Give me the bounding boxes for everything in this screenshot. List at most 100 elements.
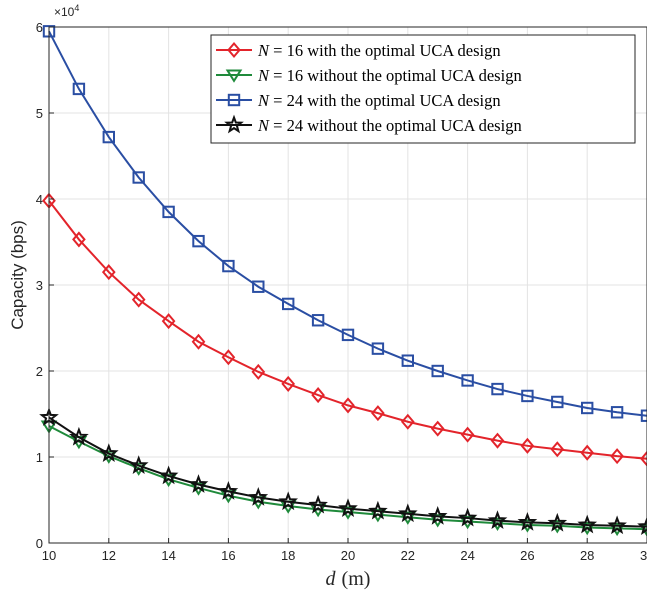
marker-star xyxy=(457,507,478,527)
legend-label-text: = 16 without the optimal UCA design xyxy=(269,66,522,85)
y-tick-label: 2 xyxy=(36,364,43,379)
marker-diamond xyxy=(281,375,296,392)
marker-diamond xyxy=(311,387,325,404)
marker-square xyxy=(341,328,355,342)
marker-square xyxy=(491,382,504,396)
marker-square xyxy=(521,389,534,403)
x-axis-label-var: d xyxy=(326,568,337,590)
legend-label-var: N xyxy=(257,66,270,85)
marker-diamond xyxy=(640,450,647,467)
y-exponent-label: ×104 xyxy=(54,3,79,19)
legend-label: N = 16 without the optimal UCA design xyxy=(257,66,522,85)
marker-diamond xyxy=(221,349,236,366)
x-tick-label: 20 xyxy=(341,548,355,563)
series-line xyxy=(48,200,647,460)
marker-diamond xyxy=(490,432,505,449)
x-tick-label: 18 xyxy=(281,548,295,563)
y-tick-label: 3 xyxy=(36,278,43,293)
marker-star xyxy=(547,512,568,532)
y-tick-label: 6 xyxy=(36,20,43,35)
marker-star xyxy=(308,494,328,514)
marker-square xyxy=(461,374,474,387)
marker-diamond xyxy=(520,437,535,454)
y-tick-label: 1 xyxy=(36,450,43,465)
marker-diamond xyxy=(341,397,355,414)
y-tick-label: 5 xyxy=(36,106,43,121)
series-line xyxy=(48,416,647,528)
x-axis-label-unit: (m) xyxy=(342,568,371,590)
marker-star xyxy=(224,114,244,134)
marker-star xyxy=(368,500,388,520)
legend-label: N = 24 without the optimal UCA design xyxy=(257,116,522,135)
marker-star xyxy=(218,481,239,500)
legend-label: N = 24 with the optimal UCA design xyxy=(257,91,501,110)
marker-diamond xyxy=(580,444,595,461)
x-tick-label: 24 xyxy=(460,548,474,563)
x-tick-label: 28 xyxy=(580,548,594,563)
marker-diamond xyxy=(400,413,415,430)
x-tick-label: 16 xyxy=(221,548,235,563)
marker-star xyxy=(637,516,647,536)
marker-star xyxy=(427,505,448,525)
marker-star xyxy=(128,455,149,474)
series-4 xyxy=(39,407,647,536)
marker-diamond xyxy=(131,291,146,308)
legend-item-3: N = 24 with the optimal UCA design xyxy=(216,91,501,110)
marker-star xyxy=(397,503,418,523)
marker-diamond xyxy=(610,448,624,465)
marker-square xyxy=(252,280,265,293)
marker-diamond xyxy=(430,420,445,437)
marker-square xyxy=(551,395,564,409)
marker-diamond xyxy=(227,41,241,59)
marker-triangle xyxy=(225,69,243,83)
marker-diamond xyxy=(251,363,266,380)
legend-item-4: N = 24 without the optimal UCA design xyxy=(216,114,522,135)
marker-star xyxy=(517,511,538,531)
marker-diamond xyxy=(460,426,475,443)
marker-square xyxy=(72,82,86,96)
y-exponent-power: 4 xyxy=(74,3,79,13)
marker-square xyxy=(102,130,115,144)
legend-label-text: = 16 with the optimal UCA design xyxy=(269,41,501,60)
x-tick-label: 22 xyxy=(401,548,415,563)
x-tick-label: 14 xyxy=(161,548,175,563)
y-tick-label: 4 xyxy=(36,192,43,207)
y-axis-label: Capacity (bps) xyxy=(8,220,27,330)
marker-square xyxy=(282,297,295,311)
x-tick-label: 3 xyxy=(640,548,647,563)
marker-square xyxy=(132,171,145,184)
marker-square xyxy=(227,93,241,107)
marker-diamond xyxy=(191,333,206,350)
legend-item-1: N = 16 with the optimal UCA design xyxy=(216,41,501,60)
marker-star xyxy=(607,515,627,535)
x-axis-label: d (m) xyxy=(326,568,371,590)
marker-star xyxy=(487,510,508,530)
marker-diamond xyxy=(161,313,176,330)
marker-square xyxy=(581,401,594,415)
legend-item-2: N = 16 without the optimal UCA design xyxy=(216,66,522,85)
legend-label-var: N xyxy=(257,91,270,110)
marker-star xyxy=(278,491,299,511)
y-tick-label: 0 xyxy=(36,536,43,551)
legend-label-text: = 24 with the optimal UCA design xyxy=(269,91,501,110)
x-tick-label: 26 xyxy=(520,548,534,563)
marker-square xyxy=(431,364,444,378)
marker-diamond xyxy=(550,441,565,458)
marker-diamond xyxy=(101,264,116,281)
x-tick-label: 12 xyxy=(102,548,116,563)
marker-square xyxy=(162,205,175,219)
marker-star xyxy=(577,514,598,534)
legend-box xyxy=(210,34,636,144)
marker-square xyxy=(311,314,325,327)
marker-star xyxy=(248,487,269,506)
legend-label: N = 16 with the optimal UCA design xyxy=(257,41,501,60)
y-exponent-base: ×10 xyxy=(54,5,75,19)
marker-square xyxy=(192,234,205,248)
marker-square xyxy=(222,259,235,273)
marker-diamond xyxy=(72,231,86,248)
tick-marks xyxy=(48,26,647,544)
marker-diamond xyxy=(371,405,385,422)
